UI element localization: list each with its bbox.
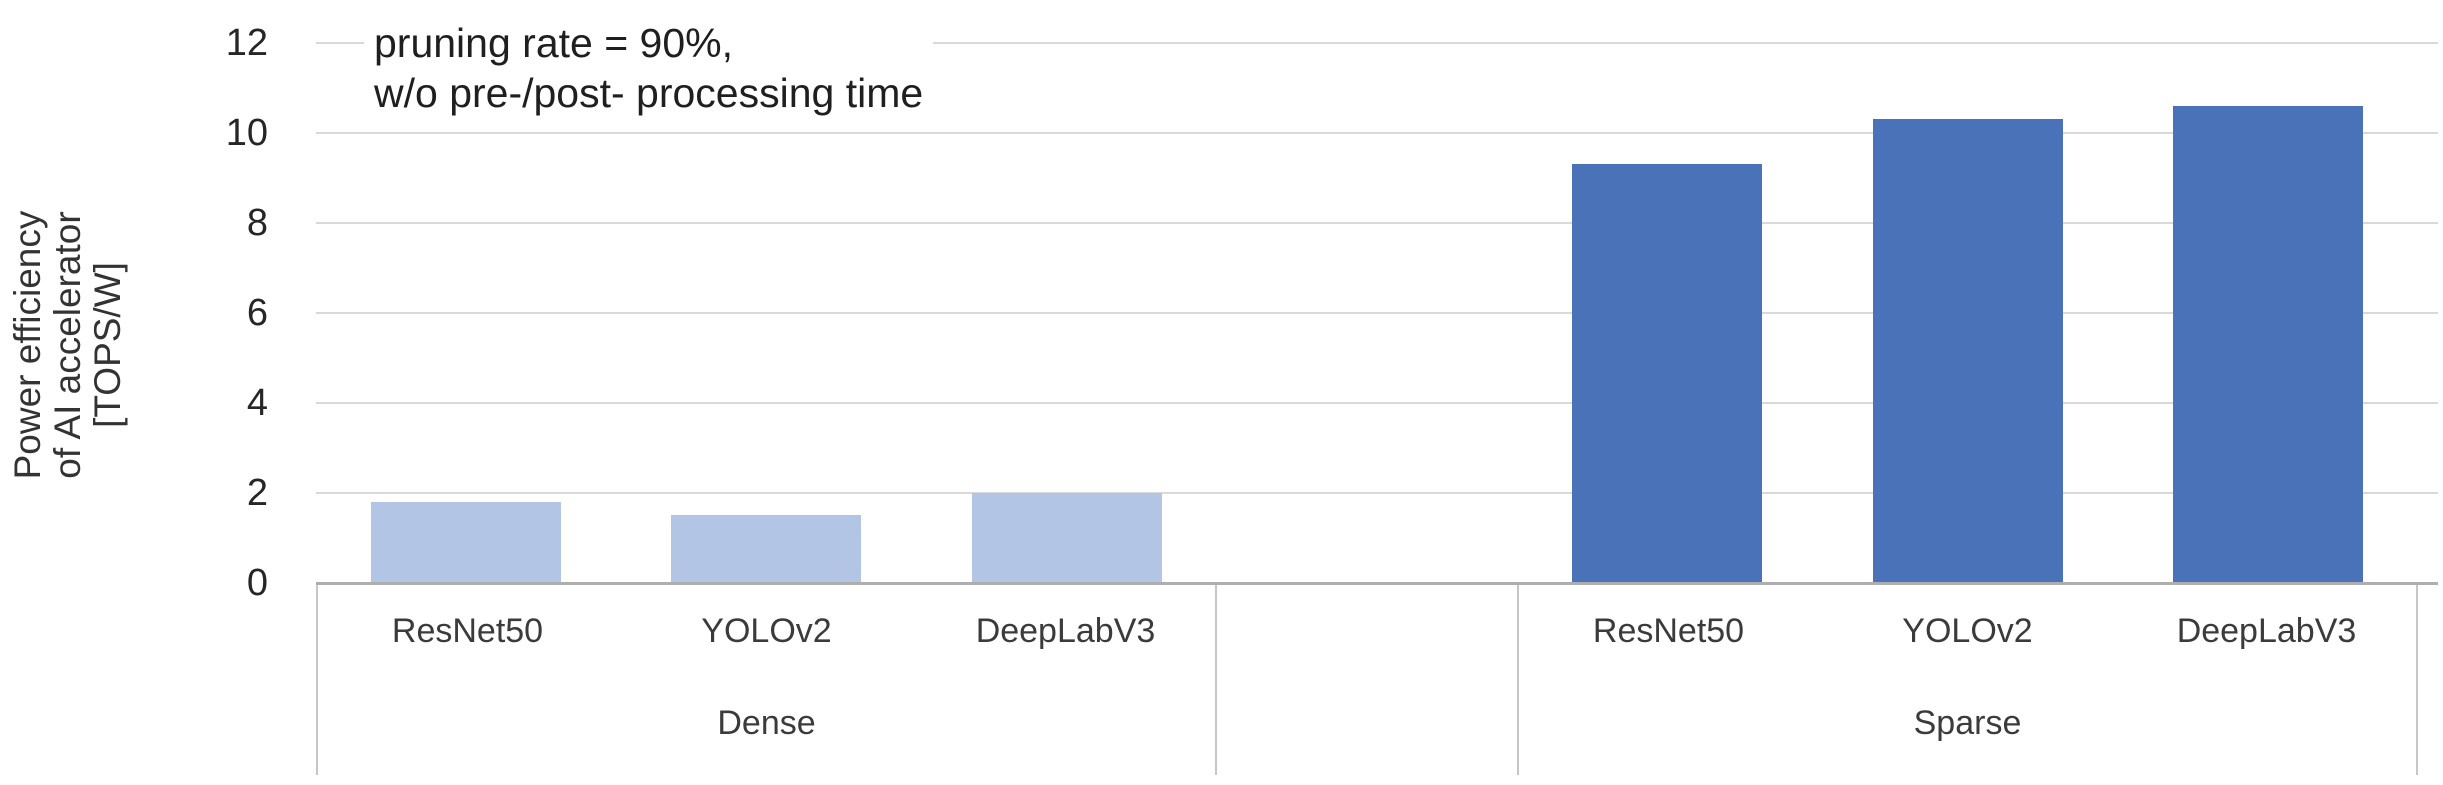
chart-annotation: pruning rate = 90%, w/o pre-/post- proce… — [364, 14, 934, 122]
y-tick-label-8: 8 — [246, 202, 268, 244]
gridline-y4 — [316, 402, 2438, 404]
category-label-deeplabv3: DeepLabV3 — [2176, 612, 2357, 650]
y-tick-label-2: 2 — [246, 472, 268, 514]
gridline-y8 — [316, 222, 2438, 224]
y-tick-label-12: 12 — [225, 22, 268, 64]
group-label-sparse: Sparse — [1913, 704, 2022, 742]
y-axis-title-line1: Power efficiency — [7, 210, 48, 480]
gridline-y2 — [316, 492, 2438, 494]
y-axis-title: Power efficiency of AI accelerator [TOPS… — [7, 108, 130, 582]
bar-sparse-yolov2 — [1873, 119, 2063, 583]
gridline-y12 — [316, 42, 2438, 44]
y-axis-title-line2: of AI accelerator — [47, 211, 88, 479]
group-label-dense: Dense — [717, 704, 816, 742]
gridline-y10 — [316, 132, 2438, 134]
category-group-sparse: ResNet50 YOLOv2 DeepLabV3 Sparse — [1517, 584, 2418, 775]
y-tick-label-10: 10 — [225, 112, 268, 154]
bar-dense-deeplabv3 — [972, 493, 1162, 583]
model-label-row: ResNet50 YOLOv2 DeepLabV3 — [318, 610, 1215, 652]
category-group-dense: ResNet50 YOLOv2 DeepLabV3 Dense — [316, 584, 1217, 775]
y-tick-label-6: 6 — [246, 292, 268, 334]
annotation-line1: pruning rate = 90%, — [374, 20, 733, 66]
category-label-yolov2: YOLOv2 — [701, 612, 832, 650]
category-label-resnet50: ResNet50 — [391, 612, 544, 650]
model-label-row: ResNet50 YOLOv2 DeepLabV3 — [1519, 610, 2416, 652]
category-label-deeplabv3: DeepLabV3 — [975, 612, 1156, 650]
bar-sparse-resnet50 — [1572, 164, 1762, 583]
category-label-yolov2: YOLOv2 — [1902, 612, 2033, 650]
gridline-y6 — [316, 312, 2438, 314]
bar-dense-yolov2 — [671, 515, 861, 583]
y-tick-label-0: 0 — [246, 562, 268, 604]
annotation-line2: w/o pre-/post- processing time — [374, 70, 924, 116]
y-axis-title-text: Power efficiency of AI accelerator [TOPS… — [7, 108, 130, 582]
x-axis-line — [316, 582, 2438, 585]
category-label-resnet50: ResNet50 — [1592, 612, 1745, 650]
y-axis-title-line3: [TOPS/W] — [87, 262, 128, 428]
y-tick-label-4: 4 — [246, 382, 268, 424]
bar-dense-resnet50 — [371, 502, 561, 583]
bar-sparse-deeplabv3 — [2173, 106, 2363, 583]
